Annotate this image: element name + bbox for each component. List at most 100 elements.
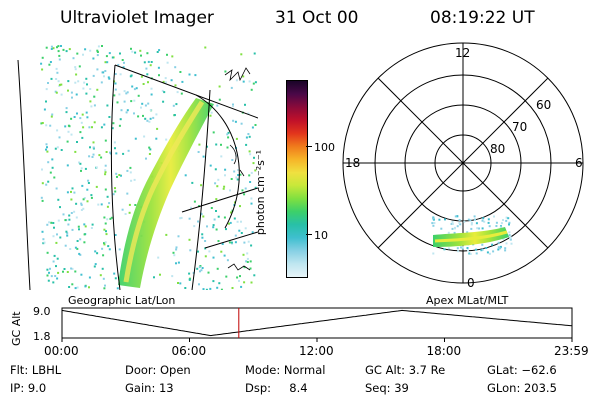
noise-pixel: [74, 81, 77, 84]
noise-pixel: [41, 122, 44, 124]
noise-pixel: [456, 215, 459, 218]
noise-pixel: [56, 46, 58, 49]
noise-pixel: [243, 281, 246, 284]
noise-pixel: [245, 143, 248, 146]
noise-pixel: [165, 138, 168, 141]
noise-pixel: [216, 185, 219, 188]
noise-pixel: [77, 80, 80, 83]
noise-pixel: [193, 200, 196, 203]
noise-pixel: [201, 233, 204, 236]
noise-pixel: [149, 148, 152, 151]
noise-pixel: [74, 246, 77, 249]
noise-pixel: [201, 267, 204, 269]
noise-pixel: [95, 185, 98, 188]
noise-pixel: [231, 159, 234, 161]
noise-pixel: [68, 125, 71, 128]
noise-pixel: [188, 73, 191, 76]
date-label: 31 Oct 00: [275, 8, 359, 28]
noise-pixel: [78, 65, 81, 68]
noise-pixel: [150, 61, 153, 63]
noise-pixel: [68, 286, 71, 288]
noise-pixel: [104, 241, 107, 244]
noise-pixel: [214, 168, 217, 171]
noise-pixel: [50, 115, 53, 118]
noise-pixel: [189, 249, 192, 252]
noise-pixel: [41, 230, 44, 233]
noise-pixel: [70, 198, 73, 201]
noise-pixel: [134, 137, 137, 140]
noise-pixel: [64, 125, 67, 128]
noise-pixel: [204, 255, 207, 258]
noise-pixel: [440, 227, 443, 230]
noise-pixel: [51, 113, 54, 116]
noise-pixel: [68, 214, 71, 217]
noise-pixel: [238, 279, 240, 282]
noise-pixel: [59, 206, 61, 209]
noise-pixel: [89, 88, 92, 90]
noise-pixel: [175, 246, 178, 249]
noise-pixel: [481, 248, 484, 251]
noise-pixel: [234, 234, 237, 237]
noise-pixel: [491, 243, 494, 246]
noise-pixel: [231, 242, 234, 245]
time-label: 08:19:22 UT: [430, 8, 535, 28]
noise-pixel: [76, 286, 79, 289]
noise-pixel: [177, 282, 179, 284]
noise-pixel: [71, 267, 74, 270]
noise-pixel: [221, 243, 224, 245]
noise-pixel: [468, 252, 471, 255]
noise-pixel: [79, 117, 82, 120]
noise-pixel: [79, 162, 82, 165]
noise-pixel: [164, 81, 167, 84]
noise-pixel: [114, 82, 117, 85]
noise-pixel: [250, 281, 253, 284]
noise-pixel: [149, 109, 152, 112]
noise-pixel: [71, 187, 74, 190]
noise-pixel: [126, 192, 129, 195]
noise-pixel: [147, 60, 150, 63]
noise-pixel: [45, 46, 48, 49]
noise-pixel: [197, 220, 199, 223]
noise-pixel: [504, 249, 507, 252]
noise-pixel: [509, 236, 512, 239]
noise-pixel: [447, 247, 450, 250]
noise-pixel: [100, 126, 103, 129]
noise-pixel: [62, 48, 65, 51]
noise-pixel: [78, 252, 81, 255]
noise-pixel: [89, 100, 92, 103]
noise-pixel: [148, 153, 151, 155]
noise-pixel: [145, 67, 148, 70]
noise-pixel: [485, 247, 488, 249]
noise-pixel: [249, 267, 252, 270]
noise-pixel: [475, 248, 477, 251]
noise-pixel: [179, 217, 182, 220]
noise-pixel: [99, 274, 102, 277]
noise-pixel: [234, 201, 236, 204]
mlt-label-0: 0: [467, 276, 475, 290]
noise-pixel: [451, 227, 454, 230]
noise-pixel: [130, 179, 133, 182]
noise-pixel: [198, 143, 201, 146]
noise-pixel: [254, 186, 257, 189]
noise-pixel: [50, 275, 53, 278]
noise-pixel: [235, 176, 238, 179]
noise-pixel: [147, 102, 150, 105]
noise-pixel: [254, 81, 257, 84]
noise-pixel: [93, 95, 96, 98]
timeline-ymin: 1.8: [33, 330, 51, 343]
noise-pixel: [66, 191, 69, 194]
noise-pixel: [103, 243, 106, 246]
noise-pixel: [43, 241, 46, 244]
noise-pixel: [497, 241, 500, 244]
noise-pixel: [470, 221, 473, 224]
noise-pixel: [487, 218, 490, 221]
noise-pixel: [57, 219, 60, 222]
noise-pixel: [475, 252, 478, 255]
noise-pixel: [246, 252, 249, 255]
noise-pixel: [165, 233, 168, 236]
noise-pixel: [56, 129, 59, 132]
noise-pixel: [252, 162, 255, 165]
noise-pixel: [227, 131, 230, 134]
noise-pixel: [68, 218, 71, 221]
noise-pixel: [149, 117, 152, 120]
